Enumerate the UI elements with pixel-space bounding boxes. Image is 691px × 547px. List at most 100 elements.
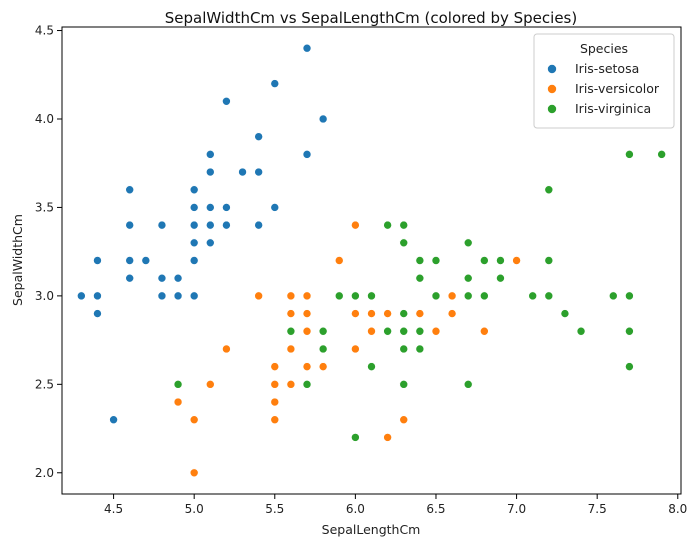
data-point (302, 326, 312, 336)
data-point (463, 291, 473, 301)
data-point (270, 380, 280, 389)
x-tick-label: 6.5 (426, 502, 445, 516)
data-point (431, 256, 441, 265)
data-point (222, 344, 231, 354)
x-tick-label: 5.5 (265, 502, 284, 516)
data-point (286, 309, 296, 318)
data-point (383, 326, 392, 336)
data-point (463, 273, 473, 283)
data-point (173, 380, 183, 389)
data-point (302, 362, 312, 371)
data-point (625, 362, 634, 371)
data-point (383, 309, 392, 318)
data-point (415, 256, 425, 265)
points-layer (77, 43, 666, 478)
y-tick-label: 2.5 (35, 377, 54, 391)
data-point (496, 273, 505, 283)
data-point (270, 415, 280, 425)
legend: Species Iris-setosa Iris-versicolor Iris-v… (533, 33, 675, 129)
data-point (399, 326, 409, 336)
data-point (480, 326, 489, 336)
data-point (625, 291, 634, 301)
data-point (576, 326, 586, 336)
x-axis-label: SepalLengthCm (322, 522, 421, 537)
data-point (351, 433, 360, 442)
x-tick-label: 7.5 (588, 502, 607, 516)
data-point (206, 238, 215, 248)
data-point (447, 291, 457, 301)
data-point (399, 309, 409, 318)
data-point (334, 256, 344, 265)
data-point (157, 273, 167, 283)
data-point (189, 468, 199, 478)
data-point (254, 132, 263, 141)
data-point (463, 380, 473, 389)
data-point (189, 238, 199, 248)
data-point (222, 203, 231, 212)
data-point (480, 291, 489, 301)
data-point (383, 220, 392, 230)
data-point (399, 380, 409, 389)
data-point (351, 344, 360, 354)
data-point (544, 256, 554, 265)
data-point (254, 291, 263, 301)
data-point (157, 291, 167, 301)
data-point (302, 291, 312, 301)
x-axis: 4.5 5.0 5.5 6.0 6.5 7.0 7.5 8.0 (104, 494, 687, 516)
data-point (189, 256, 199, 265)
data-point (496, 256, 505, 265)
data-point (125, 256, 135, 265)
data-point (367, 291, 376, 301)
x-tick-label: 4.5 (104, 502, 123, 516)
data-point (431, 326, 441, 336)
data-point (447, 309, 457, 318)
y-tick-label: 3.5 (35, 200, 54, 214)
data-point (334, 291, 344, 301)
plot-frame (61, 26, 682, 495)
data-point (93, 309, 102, 318)
data-point (173, 273, 183, 283)
data-point (206, 203, 215, 212)
data-point (173, 291, 183, 301)
data-point (399, 344, 409, 354)
data-point (238, 167, 247, 177)
data-point (254, 220, 263, 230)
data-point (399, 415, 409, 425)
data-point (351, 220, 360, 230)
data-point (625, 150, 634, 159)
data-point (254, 167, 263, 177)
data-point (367, 326, 376, 336)
data-point (286, 380, 296, 389)
data-point (222, 96, 231, 106)
data-point (463, 238, 473, 248)
chart-title: SepalWidthCm vs SepalLengthCm (colored b… (165, 9, 577, 27)
x-tick-label: 6.0 (346, 502, 365, 516)
data-point (286, 291, 296, 301)
data-point (109, 415, 118, 425)
data-point (318, 362, 328, 371)
data-point (270, 203, 280, 212)
data-point (157, 220, 167, 230)
y-tick-label: 4.5 (35, 24, 54, 38)
legend-box (533, 33, 675, 129)
data-point (270, 397, 280, 407)
data-point (560, 309, 570, 318)
data-point (608, 291, 618, 301)
series-iris-versicolor (173, 220, 521, 478)
legend-marker (547, 84, 557, 94)
data-point (189, 291, 199, 301)
y-tick-label: 2.0 (35, 466, 54, 480)
data-point (544, 291, 554, 301)
data-point (399, 220, 409, 230)
data-point (625, 326, 634, 336)
data-point (270, 79, 280, 88)
x-tick-label: 8.0 (668, 502, 687, 516)
x-tick-label: 7.0 (507, 502, 526, 516)
legend-marker (547, 104, 557, 114)
data-point (286, 326, 296, 336)
data-point (173, 397, 183, 407)
data-point (351, 291, 360, 301)
data-point (367, 309, 376, 318)
